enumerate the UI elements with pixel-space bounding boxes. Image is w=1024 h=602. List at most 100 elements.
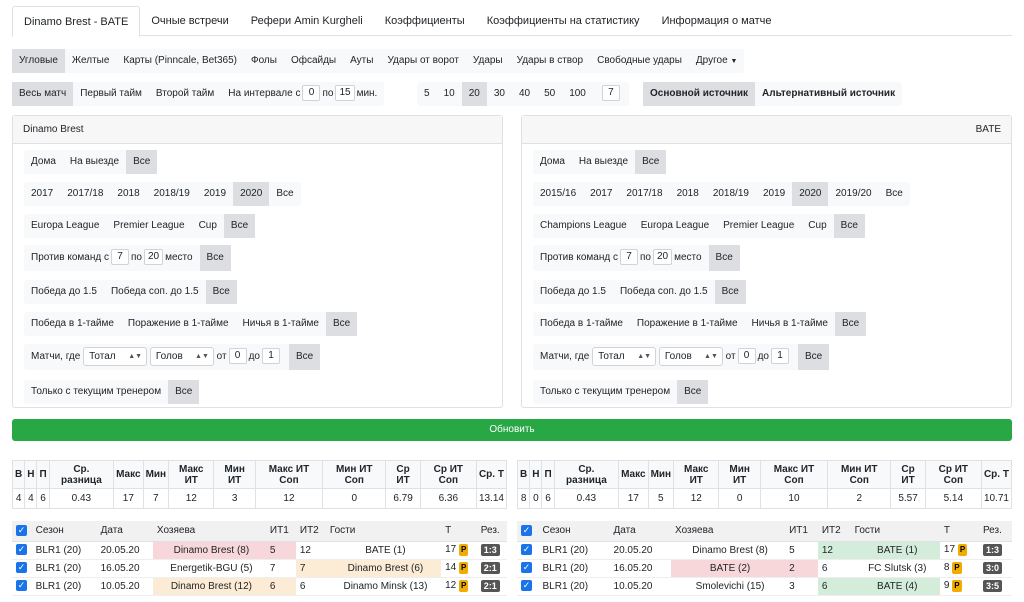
stat-free-kicks-button[interactable]: Свободные удары <box>597 55 682 66</box>
source-alt-button[interactable]: Альтернативный источник <box>762 88 896 99</box>
home-against-to-input[interactable]: 20 <box>143 249 164 266</box>
match-header[interactable]: Т <box>441 521 477 542</box>
home-half-loss[interactable]: Поражение в 1-тайме <box>127 318 229 329</box>
away-venue-away[interactable]: На выезде <box>578 156 629 167</box>
away-season-2017[interactable]: 2017 <box>590 188 613 199</box>
away-against-to-input[interactable]: 20 <box>652 249 673 266</box>
away-half-loss[interactable]: Поражение в 1-тайме <box>636 318 738 329</box>
match-header[interactable]: Дата <box>609 521 672 542</box>
away-matches-from-input[interactable]: 0 <box>737 348 756 365</box>
period-second-half-button[interactable]: Второй тайм <box>155 88 215 99</box>
home-season-2020[interactable]: 2020 <box>233 182 270 206</box>
away-goals-select[interactable]: Голов ▲▼ <box>658 346 723 366</box>
stat-cards-button[interactable]: Карты (Pinncale, Bet365) <box>123 55 237 66</box>
home-venue-home[interactable]: Дома <box>31 156 56 167</box>
tab-head-to-head[interactable]: Очные встречи <box>151 15 229 27</box>
row-checkbox[interactable]: ✓ <box>517 577 539 596</box>
match-header[interactable]: ИТ2 <box>817 521 851 542</box>
row-checkbox[interactable]: ✓ <box>12 541 32 560</box>
away-season-2020[interactable]: 2020 <box>792 182 829 206</box>
stat-goalkicks-button[interactable]: Удары от ворот <box>387 55 459 66</box>
tab-stat-odds[interactable]: Коэффициенты на статистику <box>486 15 640 27</box>
stat-yellow-button[interactable]: Желтые <box>71 55 110 66</box>
match-header[interactable]: Дата <box>96 521 153 542</box>
tab-referee[interactable]: Рефери Amin Kurgheli <box>250 15 363 27</box>
away-season-2018-19[interactable]: 2018/19 <box>712 188 749 199</box>
checkbox-icon[interactable]: ✓ <box>16 544 27 556</box>
away-coach-all[interactable]: Все <box>677 380 709 404</box>
stat-offsides-button[interactable]: Офсайды <box>290 55 337 66</box>
count-custom-input[interactable]: 7 <box>601 85 620 102</box>
away-opp-win15[interactable]: Победа соп. до 1.5 <box>619 286 708 297</box>
select-all-checkbox[interactable]: ✓ <box>12 521 32 542</box>
home-tourn-cup[interactable]: Cup <box>198 220 217 231</box>
home-against-all[interactable]: Все <box>199 245 231 271</box>
away-half-draw[interactable]: Ничья в 1-тайме <box>751 318 828 329</box>
away-season-2018[interactable]: 2018 <box>676 188 699 199</box>
match-header[interactable]: Т <box>939 521 979 542</box>
away-matches-all[interactable]: Все <box>797 344 830 370</box>
home-total-select[interactable]: Тотал ▲▼ <box>83 346 148 366</box>
select-all-checkbox[interactable]: ✓ <box>517 521 539 542</box>
match-header[interactable]: Сезон <box>538 521 610 542</box>
home-season-2018[interactable]: 2018 <box>117 188 140 199</box>
match-header[interactable]: Рез. <box>978 521 1012 542</box>
tab-match[interactable]: Dinamo Brest - BATE <box>12 6 141 37</box>
away-season-2019[interactable]: 2019 <box>762 188 786 199</box>
home-season-all[interactable]: Все <box>276 188 294 199</box>
away-total-select[interactable]: Тотал ▲▼ <box>592 346 657 366</box>
home-tourn-europa[interactable]: Europa League <box>31 220 100 231</box>
home-matches-from-input[interactable]: 0 <box>228 348 247 365</box>
stat-other-dropdown[interactable]: Другое ▼ <box>689 49 745 73</box>
home-opp-win15[interactable]: Победа соп. до 1.5 <box>110 286 199 297</box>
home-half-win[interactable]: Победа в 1-тайме <box>31 318 114 329</box>
home-coach-current[interactable]: Только с текущим тренером <box>31 386 162 397</box>
row-checkbox[interactable]: ✓ <box>12 559 32 578</box>
home-coach-all[interactable]: Все <box>168 380 200 404</box>
source-main-button[interactable]: Основной источник <box>643 82 756 106</box>
checkbox-icon[interactable]: ✓ <box>521 544 532 556</box>
away-win15[interactable]: Победа до 1.5 <box>540 286 606 297</box>
checkbox-icon[interactable]: ✓ <box>16 525 27 537</box>
match-header[interactable]: Хозяева <box>152 521 266 542</box>
match-header[interactable]: ИТ1 <box>785 521 818 542</box>
stat-throwins-button[interactable]: Ауты <box>350 55 374 66</box>
away-coach-current[interactable]: Только с текущим тренером <box>540 386 671 397</box>
away-matches-to-input[interactable]: 1 <box>770 348 789 365</box>
home-venue-away[interactable]: На выезде <box>69 156 120 167</box>
home-matches-to-input[interactable]: 1 <box>261 348 280 365</box>
home-half-draw[interactable]: Ничья в 1-тайме <box>242 318 319 329</box>
count-5-button[interactable]: 5 <box>424 88 430 99</box>
home-season-2017[interactable]: 2017 <box>31 188 54 199</box>
match-header[interactable]: ИТ2 <box>295 521 326 542</box>
match-header[interactable]: Гости <box>325 521 442 542</box>
stat-fouls-button[interactable]: Фолы <box>250 55 277 66</box>
checkbox-icon[interactable]: ✓ <box>521 525 532 537</box>
stat-shots-button[interactable]: Удары <box>472 55 503 66</box>
checkbox-icon[interactable]: ✓ <box>521 580 532 592</box>
home-matches-all[interactable]: Все <box>288 344 321 370</box>
away-tourn-europa[interactable]: Europa League <box>640 220 710 231</box>
stat-corners-button[interactable]: Угловые <box>12 49 65 73</box>
tab-match-info[interactable]: Информация о матче <box>661 15 772 27</box>
away-win15-all[interactable]: Все <box>714 280 746 304</box>
match-header[interactable]: Хозяева <box>671 521 786 542</box>
away-season-2019-20[interactable]: 2019/20 <box>835 188 872 199</box>
away-season-2015-16[interactable]: 2015/16 <box>540 188 577 199</box>
period-first-half-button[interactable]: Первый тайм <box>80 88 142 99</box>
checkbox-icon[interactable]: ✓ <box>521 562 532 574</box>
count-50-button[interactable]: 50 <box>544 88 556 99</box>
row-checkbox[interactable]: ✓ <box>12 577 32 596</box>
tab-odds[interactable]: Коэффициенты <box>384 15 465 27</box>
away-tourn-champions[interactable]: Champions League <box>540 220 627 231</box>
away-venue-all[interactable]: Все <box>635 150 667 174</box>
match-header[interactable]: ИТ1 <box>265 521 296 542</box>
away-tourn-cup[interactable]: Cup <box>808 220 827 231</box>
home-tourn-all[interactable]: Все <box>223 214 256 238</box>
away-tourn-all[interactable]: Все <box>833 214 865 238</box>
count-30-button[interactable]: 30 <box>493 88 505 99</box>
home-season-2017-18[interactable]: 2017/18 <box>67 188 104 199</box>
home-against-from-input[interactable]: 7 <box>110 249 129 266</box>
match-header[interactable]: Сезон <box>31 521 97 542</box>
update-button[interactable]: Обновить <box>12 419 1012 441</box>
